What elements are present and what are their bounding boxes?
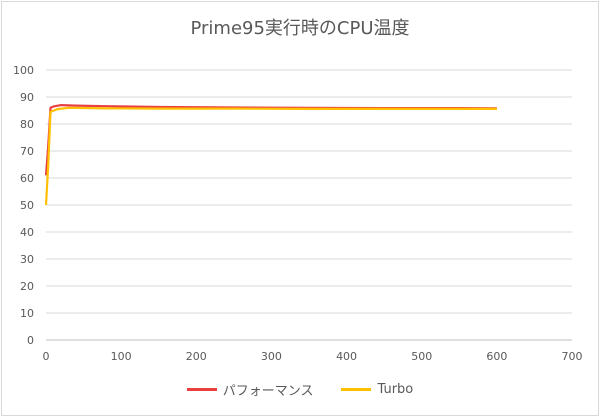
y-tick-label: 80 — [20, 118, 34, 131]
y-tick-label: 100 — [13, 64, 34, 77]
y-tick-label: 20 — [20, 280, 34, 293]
legend-label: Turbo — [377, 382, 414, 397]
x-axis-tick-labels: 0 100 200 300 400 500 600 700 — [43, 350, 583, 363]
x-tick-label: 700 — [562, 350, 583, 363]
x-tick-label: 0 — [43, 350, 50, 363]
series-line-1 — [44, 106, 497, 206]
y-tick-label: 10 — [20, 307, 34, 320]
legend-item-series-1: Turbo — [341, 382, 413, 397]
series-line-0 — [44, 103, 497, 176]
y-tick-label: 60 — [20, 172, 34, 185]
y-tick-label: 0 — [27, 334, 34, 347]
y-tick-label: 70 — [20, 145, 34, 158]
series-lines — [44, 103, 497, 206]
x-tick-label: 200 — [186, 350, 207, 363]
x-tick-label: 500 — [411, 350, 432, 363]
legend-item-series-0: パフォーマンス — [186, 380, 314, 399]
chart-title: Prime95実行時のCPU温度 — [190, 18, 410, 39]
y-axis-tick-labels: 0 10 20 30 40 50 60 70 80 90 100 — [13, 64, 34, 347]
legend-swatch — [341, 388, 372, 391]
y-tick-label: 50 — [20, 199, 34, 212]
x-tick-label: 300 — [261, 350, 282, 363]
x-tick-label: 400 — [336, 350, 357, 363]
legend: パフォーマンス Turbo — [0, 380, 600, 399]
y-tick-label: 90 — [20, 91, 34, 104]
x-tick-label: 100 — [111, 350, 132, 363]
y-tick-label: 30 — [20, 253, 34, 266]
gridlines — [46, 69, 572, 341]
x-tick-label: 600 — [486, 350, 507, 363]
y-tick-label: 40 — [20, 226, 34, 239]
legend-label: パフォーマンス — [222, 384, 314, 399]
legend-swatch — [186, 388, 217, 391]
